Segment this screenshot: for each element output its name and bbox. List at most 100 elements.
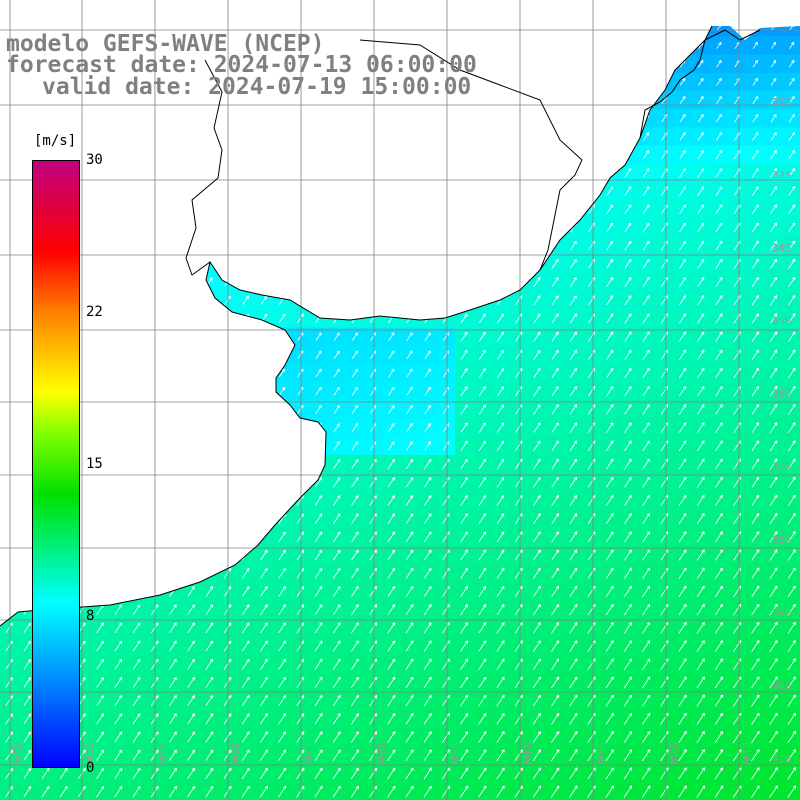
- wind-arrow: [23, 513, 31, 524]
- wind-arrow-head: [209, 168, 213, 171]
- wind-cell: [691, 291, 711, 310]
- wind-cell: [600, 54, 620, 74]
- wind-cell: [91, 200, 110, 219]
- wind-arrow: [206, 295, 213, 305]
- wind-arrow: [424, 495, 432, 506]
- wind-arrow-head: [27, 459, 31, 462]
- wind-arrow: [260, 223, 268, 232]
- wind-arrow-head: [336, 405, 340, 408]
- wind-arrow: [460, 422, 468, 433]
- wind-arrow: [224, 114, 231, 123]
- wind-arrow: [5, 459, 13, 469]
- wind-cell: [673, 200, 693, 219]
- wind-cell: [582, 200, 602, 219]
- wind-arrow: [351, 259, 359, 269]
- wind-cell: [0, 200, 19, 219]
- wind-cell: [364, 218, 383, 238]
- wind-cell: [200, 473, 219, 492]
- wind-cell: [345, 182, 365, 201]
- wind-arrow-head: [172, 223, 176, 226]
- wind-arrow: [752, 114, 759, 123]
- wind-arrow: [242, 186, 249, 196]
- wind-arrow: [442, 368, 449, 378]
- wind-arrow-head: [482, 277, 486, 280]
- wind-arrow-head: [500, 113, 504, 116]
- wind-cell: [582, 309, 602, 329]
- wind-arrow-head: [555, 277, 559, 280]
- wind-arrow-head: [683, 404, 686, 407]
- wind-arrow: [569, 295, 577, 306]
- wind-arrow: [607, 26, 613, 31]
- wind-cell: [473, 491, 492, 511]
- wind-cell: [764, 273, 784, 292]
- wind-arrow-head: [354, 332, 358, 335]
- wind-arrow-head: [336, 368, 340, 371]
- wind-arrow-head: [136, 477, 140, 480]
- wind-arrow: [314, 459, 323, 470]
- wind-arrow-head: [537, 404, 541, 407]
- wind-arrow-head: [263, 277, 267, 280]
- wind-cell: [345, 491, 365, 511]
- wind-arrow-head: [445, 186, 449, 189]
- wind-arrow-head: [591, 367, 595, 371]
- wind-cell: [546, 382, 565, 401]
- wind-arrow-head: [573, 150, 577, 153]
- wind-arrow: [460, 477, 468, 488]
- wind-arrow: [751, 404, 760, 415]
- wind-arrow-head: [682, 295, 686, 298]
- wind-cell: [163, 327, 183, 347]
- wind-arrow: [697, 78, 704, 86]
- wind-arrow-head: [627, 6, 630, 7]
- wind-cell: [491, 309, 511, 329]
- wind-arrow-head: [209, 459, 213, 462]
- wind-arrow: [188, 132, 195, 141]
- wind-cell: [436, 382, 456, 401]
- wind-arrow: [187, 422, 195, 433]
- wind-arrow-head: [755, 186, 759, 189]
- wind-arrow: [679, 150, 686, 160]
- wind-arrow: [315, 295, 322, 305]
- wind-arrow: [406, 113, 413, 123]
- wind-cell: [455, 309, 474, 329]
- wind-arrow-head: [683, 440, 687, 443]
- wind-arrow-head: [719, 204, 723, 207]
- wind-cell: [564, 254, 583, 274]
- wind-cell: [600, 182, 620, 201]
- wind-arrow-head: [628, 258, 632, 262]
- wind-cell: [436, 200, 456, 219]
- wind-cell: [764, 182, 784, 201]
- wind-arrow-head: [391, 113, 395, 116]
- wind-cell: [564, 54, 583, 74]
- wind-arrow: [315, 405, 322, 414]
- wind-arrow-head: [355, 477, 359, 480]
- wind-arrow: [314, 477, 323, 488]
- wind-arrow: [369, 222, 377, 233]
- wind-arrow: [188, 114, 195, 123]
- wind-arrow-head: [627, 114, 631, 117]
- wind-arrow: [642, 277, 650, 288]
- wind-cell: [746, 491, 765, 511]
- wind-arrow-head: [136, 150, 140, 153]
- wind-arrow-head: [791, 132, 795, 135]
- wind-arrow: [606, 295, 614, 306]
- wind-arrow-head: [645, 26, 649, 27]
- wind-arrow: [371, 5, 376, 13]
- wind-cell: [637, 327, 656, 347]
- wind-arrow: [751, 168, 759, 178]
- wind-arrow: [96, 477, 104, 488]
- wind-arrow-head: [754, 59, 758, 63]
- wind-arrow-head: [700, 114, 704, 117]
- wind-arrow: [769, 422, 778, 434]
- wind-arrow-head: [354, 222, 358, 225]
- wind-arrow: [679, 96, 686, 105]
- wind-arrow: [533, 368, 541, 379]
- wind-cell: [618, 364, 638, 383]
- wind-cell: [509, 218, 529, 238]
- wind-cell: [327, 254, 347, 274]
- wind-cell: [564, 418, 583, 438]
- wind-arrow: [788, 186, 796, 196]
- wind-arrow-head: [482, 476, 486, 480]
- wind-arrow: [770, 60, 777, 68]
- wind-arrow: [751, 258, 759, 269]
- wind-cell: [273, 145, 292, 165]
